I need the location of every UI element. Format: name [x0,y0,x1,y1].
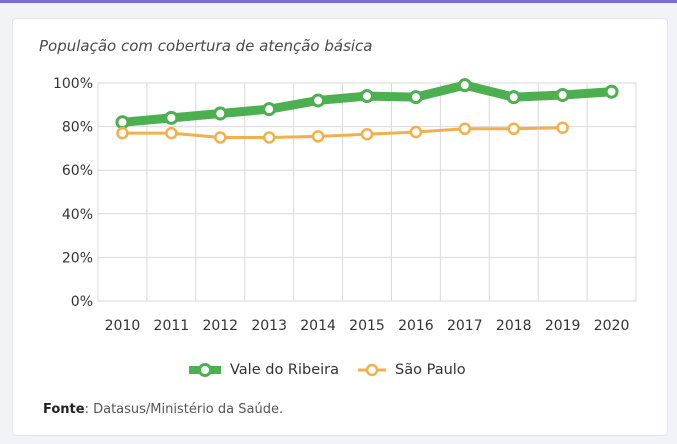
legend-item-vale: Vale do Ribeira [188,362,339,378]
source-text: : Datasus/Ministério da Saúde. [84,402,284,417]
chart-title: População com cobertura de atenção básic… [39,37,373,55]
data-point-vale [213,106,228,121]
x-tick-label: 2010 [105,318,141,334]
x-axis-ticks: 2010 2011 2012 2013 2014 2015 2016 2017 2018 2019… [105,318,630,334]
chart-card: População com cobertura de atenção básic… [12,18,668,436]
chart-legend: Vale do Ribeira São Paulo [188,362,466,378]
data-point-sp [262,131,276,144]
x-tick-label: 2014 [300,318,336,334]
data-point-vale [457,78,472,93]
line-chart: 0%20%40%60%80%100% 2010 2011 2012 2013 2014 2… [53,76,637,334]
y-tick-label: 60% [62,163,93,179]
y-tick-label: 100% [53,76,93,92]
x-tick-label: 2013 [251,318,287,334]
legend-marker-vale [189,363,221,377]
data-point-vale [164,110,179,125]
source-note: Fonte: Datasus/Ministério da Saúde. [43,402,283,417]
y-tick-label: 40% [62,207,93,223]
x-tick-label: 2020 [594,318,630,334]
data-point-vale [311,93,326,108]
x-tick-label: 2018 [496,318,532,334]
series-line-sp [120,126,565,139]
data-point-sp [165,126,178,140]
x-tick-label: 2015 [349,318,385,334]
data-point-vale [360,89,374,104]
data-point-sp [214,131,227,144]
x-tick-label: 2017 [447,318,483,334]
data-point-sp [507,122,520,136]
source-label: Fonte [43,402,85,417]
data-point-vale [408,90,423,105]
legend-marker-sp [358,363,387,377]
data-point-vale [604,84,619,99]
chart-series [115,78,619,144]
legend-label-sp: São Paulo [395,362,466,378]
x-tick-label: 2011 [154,318,190,334]
legend-label-vale: Vale do Ribeira [230,362,340,378]
x-tick-label: 2019 [545,318,581,334]
data-point-sp [556,121,569,134]
data-point-vale [555,87,570,102]
data-point-sp [360,127,374,141]
x-tick-label: 2016 [398,318,434,334]
data-point-sp [116,126,129,140]
data-point-sp [311,130,325,143]
data-point-sp [409,125,423,139]
x-tick-label: 2012 [202,318,238,334]
legend-item-sp: São Paulo [357,362,466,378]
y-tick-label: 0% [71,294,93,310]
data-point-vale [506,90,521,105]
y-axis-ticks: 0% 20% 40% 60% 80% 100% [53,76,93,310]
y-tick-label: 20% [62,250,93,266]
data-point-vale [115,115,130,130]
chart-grid [97,82,637,302]
top-accent-bar [0,0,677,3]
data-point-vale [262,102,277,117]
data-point-sp [458,122,472,136]
y-tick-label: 80% [62,120,93,136]
